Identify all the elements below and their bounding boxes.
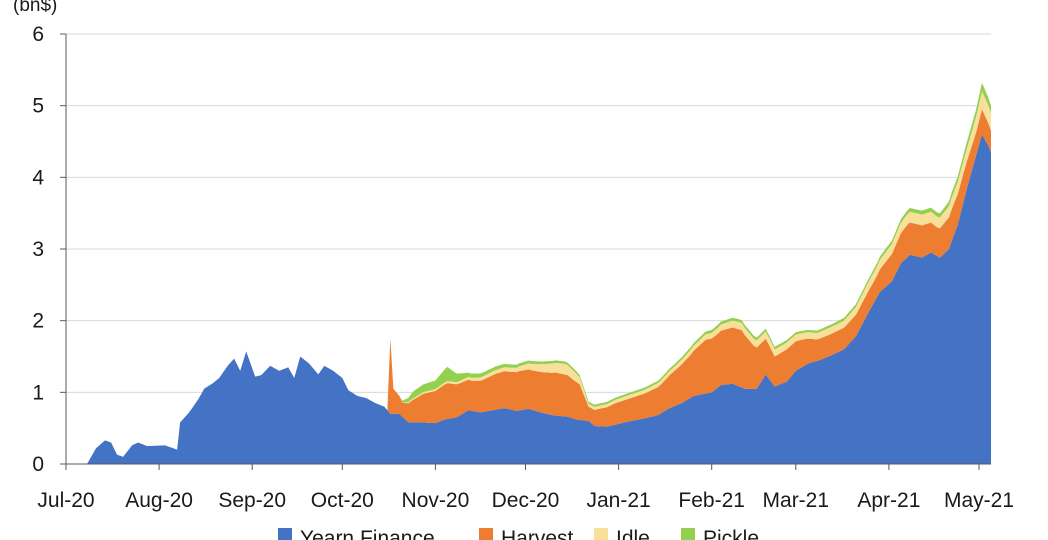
x-axis-ticks: Jul-20 Aug-20 Sep-20 Oct-20 Nov-20 Dec-20 Jan-… — [37, 464, 1014, 512]
area-pickle — [399, 82, 991, 407]
x-tick-label: Feb-21 — [678, 489, 745, 512]
y-tick-label: 0 — [32, 453, 44, 476]
legend-label: Harvest — [501, 527, 574, 540]
area-yearn-finance — [87, 134, 991, 464]
x-tick-label: Jul-20 — [37, 489, 94, 512]
legend-label: Yearn Finance — [300, 527, 435, 540]
legend-swatch — [594, 528, 608, 540]
x-tick-label: Dec-20 — [492, 489, 560, 512]
legend-label: Idle — [616, 527, 650, 540]
legend-swatch — [681, 528, 695, 540]
y-tick-label: 5 — [32, 95, 44, 118]
legend-swatch — [479, 528, 493, 540]
legend: Yearn Finance Harvest Idle Pickle — [278, 527, 759, 540]
y-tick-label: 1 — [32, 381, 44, 404]
y-tick-label: 2 — [32, 310, 44, 333]
x-tick-label: Aug-20 — [125, 489, 193, 512]
y-tick-label: 4 — [32, 166, 44, 189]
series-areas — [87, 82, 992, 464]
y-axis-unit-label: (bn$) — [13, 0, 57, 16]
x-tick-label: Nov-20 — [402, 489, 470, 512]
x-tick-label: Jan-21 — [586, 489, 650, 512]
x-tick-label: Apr-21 — [857, 489, 920, 512]
x-tick-label: May-21 — [944, 489, 1014, 512]
x-tick-label: Mar-21 — [763, 489, 830, 512]
x-tick-label: Sep-20 — [218, 489, 286, 512]
y-tick-label: 3 — [32, 238, 44, 261]
x-tick-label: Oct-20 — [311, 489, 374, 512]
area-harvest — [387, 109, 992, 427]
legend-swatch — [278, 528, 292, 540]
legend-label: Pickle — [703, 527, 759, 540]
area-idle — [399, 91, 991, 410]
y-axis-ticks: 0 1 2 3 4 5 6 — [32, 23, 66, 476]
y-tick-label: 6 — [32, 23, 44, 46]
